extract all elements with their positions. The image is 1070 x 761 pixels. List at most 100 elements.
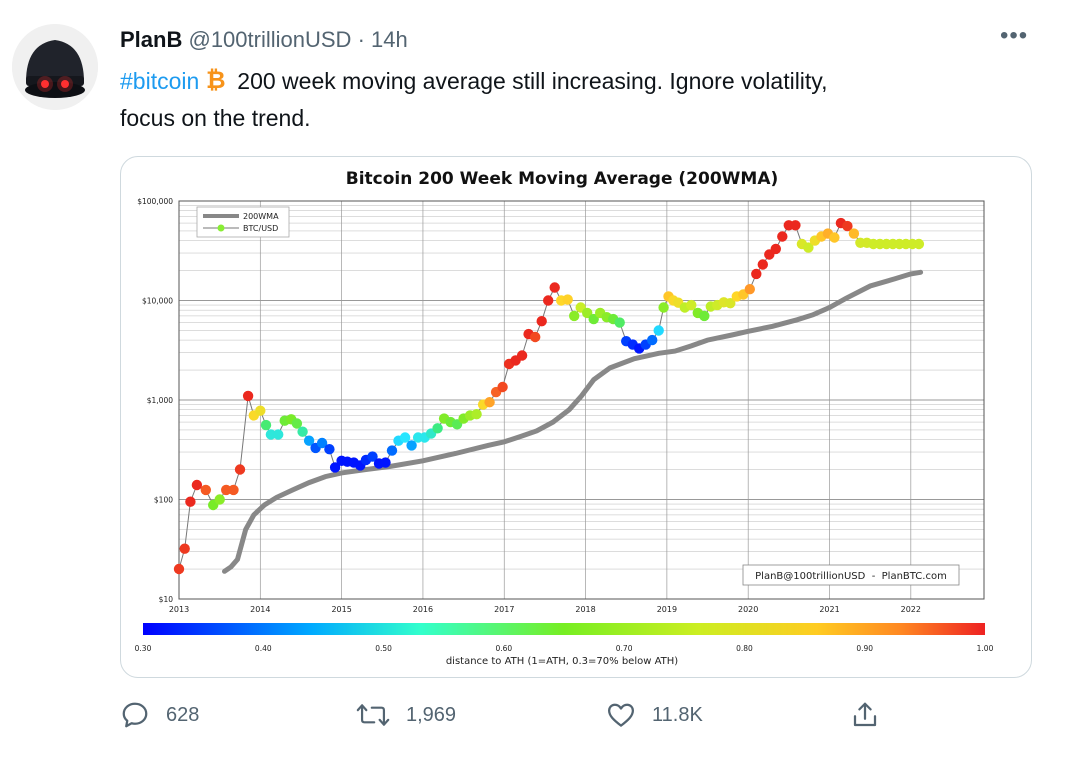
x-tick-label: 2015	[331, 605, 351, 614]
reply-button[interactable]: 628	[120, 700, 199, 730]
btc-point	[913, 238, 925, 250]
btc-point	[324, 444, 335, 455]
btc-point	[653, 325, 664, 336]
legend-entry-btc: BTC/USD	[243, 224, 278, 233]
btc-point	[757, 259, 768, 270]
btc-point	[380, 457, 391, 468]
btc-point	[725, 298, 736, 309]
btc-point	[399, 432, 411, 443]
meta-separator: ·	[357, 27, 365, 52]
colorbar-tick-label: 0.30	[135, 644, 152, 653]
x-tick-label: 2014	[250, 605, 270, 614]
plot-frame	[178, 200, 985, 600]
tweet-text-line2: focus on the trend.	[120, 105, 311, 131]
reply-icon	[122, 702, 148, 728]
tweet-time[interactable]: 14h	[371, 27, 408, 52]
btc-point	[658, 302, 669, 313]
btc-point	[228, 484, 239, 496]
btc-point	[588, 313, 599, 325]
x-tick-label: 2019	[657, 605, 677, 614]
btc-point	[273, 429, 284, 440]
share-icon	[853, 702, 877, 727]
btc-point	[829, 232, 840, 243]
colorbar-tick-label: 0.80	[736, 644, 753, 653]
btc-point	[303, 435, 315, 446]
share-button[interactable]	[850, 700, 896, 730]
legend-btc-dot	[217, 224, 225, 232]
chart: Bitcoin 200 Week Moving Average (200WMA)…	[135, 169, 994, 667]
chart-grid	[178, 201, 984, 600]
btc-point	[329, 462, 341, 473]
chart-annotation: PlanB@100trillionUSD - PlanBTC.com	[742, 564, 960, 586]
x-tick-label: 2013	[169, 605, 189, 614]
btc-line	[178, 222, 919, 570]
like-count: 11.8K	[652, 703, 703, 726]
btc-point	[543, 295, 554, 306]
btc-point	[185, 496, 196, 507]
btc-point	[260, 419, 272, 431]
x-tick-label: 2017	[494, 605, 514, 614]
more-options-icon[interactable]: •••	[1000, 22, 1029, 49]
author-handle[interactable]: @100trillionUSD	[188, 27, 352, 52]
btc-point	[297, 426, 308, 437]
btc-point	[173, 563, 185, 575]
btc-point	[790, 220, 801, 231]
btc-point	[291, 418, 303, 429]
tweet-header: PlanB @100trillionUSD · 14h	[120, 26, 408, 54]
colorbar-ticks: 0.30 0.40 0.50 0.60 0.70 0.80 0.90 1.00	[135, 644, 994, 653]
btc-point	[842, 220, 853, 232]
tweet-text-line1: 200 week moving average still increasing…	[237, 68, 828, 94]
btc-point	[582, 307, 593, 319]
btc-point	[686, 299, 697, 311]
avatar[interactable]	[12, 24, 98, 110]
tweet-media-chart[interactable]: Bitcoin 200 Week Moving Average (200WMA)…	[120, 156, 1032, 678]
btc-point	[562, 294, 573, 305]
retweet-count: 1,969	[406, 703, 457, 726]
like-button[interactable]: 11.8K	[606, 700, 703, 730]
x-tick-label: 2022	[901, 605, 921, 614]
btc-point	[406, 440, 417, 451]
btc-point	[803, 242, 814, 253]
btc-point	[848, 228, 860, 239]
colorbar-tick-label: 0.70	[616, 644, 633, 653]
y-tick-label: $10,000	[142, 297, 173, 306]
tweet-actions: 628 1,969 11.8K	[120, 700, 1020, 736]
btc-point	[614, 317, 625, 328]
hashtag-link[interactable]: #bitcoin	[120, 68, 200, 94]
btc-point	[191, 479, 203, 491]
x-tick-label: 2018	[575, 605, 595, 614]
x-axis: 2013 2014 2015 2016 2017 2018 2019 2020 2021 2022	[169, 605, 921, 614]
reply-count: 628	[166, 703, 200, 726]
annotation-text: PlanB@100trillionUSD - PlanBTC.com	[755, 571, 947, 582]
y-axis: $10 $100 $1,000 $10,000 $100,000	[137, 197, 173, 604]
svg-text:₿: ₿	[206, 66, 226, 92]
retweet-button[interactable]: 1,969	[356, 700, 456, 730]
legend-entry-wma: 200WMA	[243, 212, 279, 221]
btc-point	[744, 284, 755, 295]
btc-point	[265, 429, 277, 440]
btc-point	[471, 409, 482, 420]
btc-point	[200, 484, 211, 496]
wma-line	[222, 269, 924, 574]
btc-point	[255, 405, 266, 416]
btc-point	[214, 494, 225, 505]
y-tick-label: $1,000	[147, 396, 173, 405]
btc-point	[569, 310, 580, 322]
btc-point	[432, 423, 443, 434]
colorbar-tick-label: 0.50	[375, 644, 392, 653]
btc-point	[484, 397, 495, 408]
btc-point	[536, 316, 547, 327]
btc-point	[516, 350, 528, 361]
btc-point	[530, 331, 541, 343]
colorbar-tick-label: 1.00	[977, 644, 994, 653]
colorbar-label: distance to ATH (1=ATH, 0.3=70% below AT…	[446, 656, 678, 667]
btc-points	[173, 217, 925, 575]
btc-point	[497, 381, 508, 393]
btc-point	[316, 437, 328, 449]
x-tick-label: 2016	[413, 605, 433, 614]
author-name[interactable]: PlanB	[120, 27, 183, 52]
bitcoin-icon: ₿	[205, 66, 227, 101]
btc-point	[234, 464, 246, 475]
colorbar-tick-label: 0.60	[496, 644, 513, 653]
btc-point	[751, 268, 762, 280]
